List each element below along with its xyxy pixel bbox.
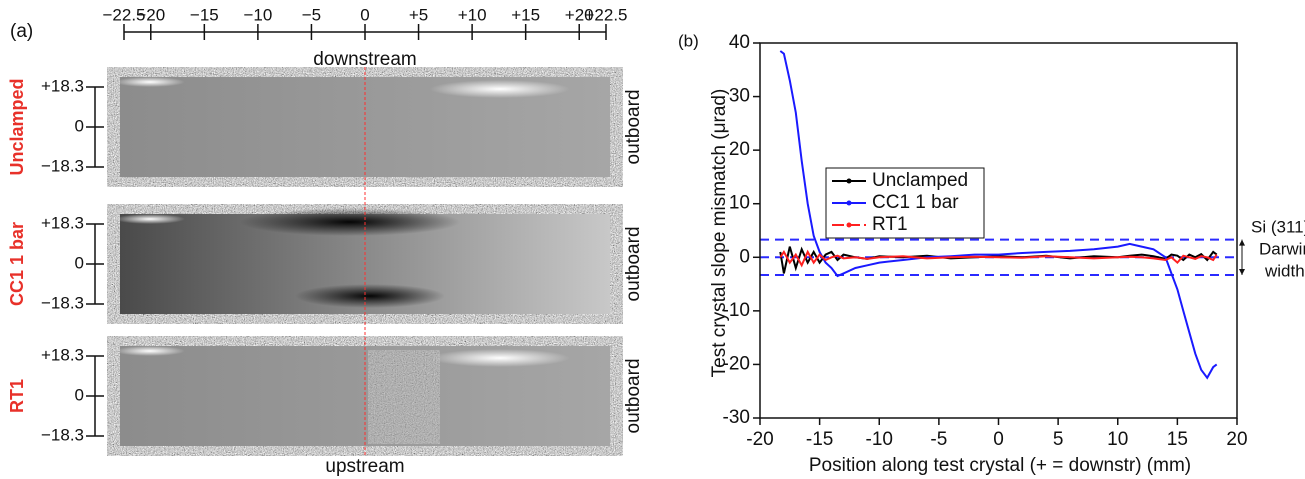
legend-marker [846, 222, 852, 228]
x-tick-label: 10 [1107, 429, 1128, 450]
shadow [295, 284, 445, 308]
y-tick-label: 0 [75, 116, 84, 135]
y-tick-label: -30 [723, 407, 750, 428]
panel-label: (a) [10, 21, 33, 42]
x-tick-label: 0 [360, 5, 369, 24]
highlight [115, 346, 185, 356]
legend-label: Unclamped [872, 170, 968, 191]
x-tick-label: −10 [243, 5, 272, 24]
plot-frame [759, 42, 1238, 419]
x-tick-label: −5 [302, 5, 321, 24]
side-label: outboard [623, 89, 644, 164]
side-label: outboard [623, 226, 644, 301]
y-tick-label: +18.3 [41, 76, 84, 95]
x-tick-label: -10 [866, 429, 893, 450]
bottom-label: upstream [325, 456, 404, 477]
x-tick-label: -20 [746, 429, 773, 450]
y-tick-label: 10 [729, 193, 750, 214]
annotation: Si (311) [1251, 217, 1305, 236]
x-tick-label: +15 [511, 5, 540, 24]
x-tick-label: −20 [136, 5, 165, 24]
panel-label: (b) [678, 31, 699, 50]
y-tick-label: 40 [729, 32, 750, 53]
annotation: Darwin [1259, 239, 1305, 258]
legend-marker [846, 200, 852, 206]
streak-region [368, 350, 440, 444]
y-tick-label: −18.3 [41, 293, 84, 312]
x-tick-label: -5 [930, 429, 947, 450]
series-line [779, 249, 1218, 268]
x-tick-label: 5 [1053, 429, 1064, 450]
highlight [115, 214, 185, 224]
y-tick-label: 20 [729, 139, 750, 160]
row-label: CC1 1 bar [7, 222, 27, 306]
x-tick-label: −15 [190, 5, 219, 24]
y-tick-label: -10 [723, 300, 750, 321]
x-tick-label: +5 [409, 5, 428, 24]
highlight [115, 77, 185, 87]
y-axis-label: Test crystal slope mismatch (μrad) [709, 89, 730, 378]
row-label: Unclamped [7, 78, 27, 175]
shadow [240, 208, 460, 236]
arrow-head [1239, 268, 1245, 275]
top-label: downstream [313, 49, 417, 70]
y-tick-label: 0 [75, 385, 84, 404]
x-tick-label: 0 [993, 429, 1004, 450]
legend-label: RT1 [872, 214, 908, 235]
series-line [779, 246, 1218, 274]
x-tick-label: -15 [806, 429, 833, 450]
y-tick-label: −18.3 [41, 156, 84, 175]
highlight [430, 349, 570, 367]
x-tick-label: +10 [458, 5, 487, 24]
legend-label: CC1 1 bar [872, 192, 959, 213]
highlight [430, 80, 570, 98]
y-tick-label: 30 [729, 86, 750, 107]
x-tick-label: +22.5 [584, 5, 627, 24]
arrow-head [1239, 239, 1245, 246]
x-tick-label: 15 [1167, 429, 1188, 450]
annotation: width [1264, 261, 1305, 280]
y-tick-label: -20 [723, 353, 750, 374]
row-label: RT1 [7, 379, 27, 413]
y-tick-label: −18.3 [41, 425, 84, 444]
side-label: outboard [623, 358, 644, 433]
legend-marker [846, 178, 852, 184]
y-tick-label: +18.3 [41, 213, 84, 232]
y-tick-label: +18.3 [41, 345, 84, 364]
y-tick-label: 0 [739, 246, 750, 267]
x-axis-label: Position along test crystal (+ = downstr… [809, 455, 1191, 476]
y-tick-label: 0 [75, 253, 84, 272]
x-tick-label: −22.5 [102, 5, 145, 24]
x-tick-label: +20 [565, 5, 594, 24]
x-tick-label: 20 [1226, 429, 1247, 450]
series-line [779, 50, 1218, 380]
